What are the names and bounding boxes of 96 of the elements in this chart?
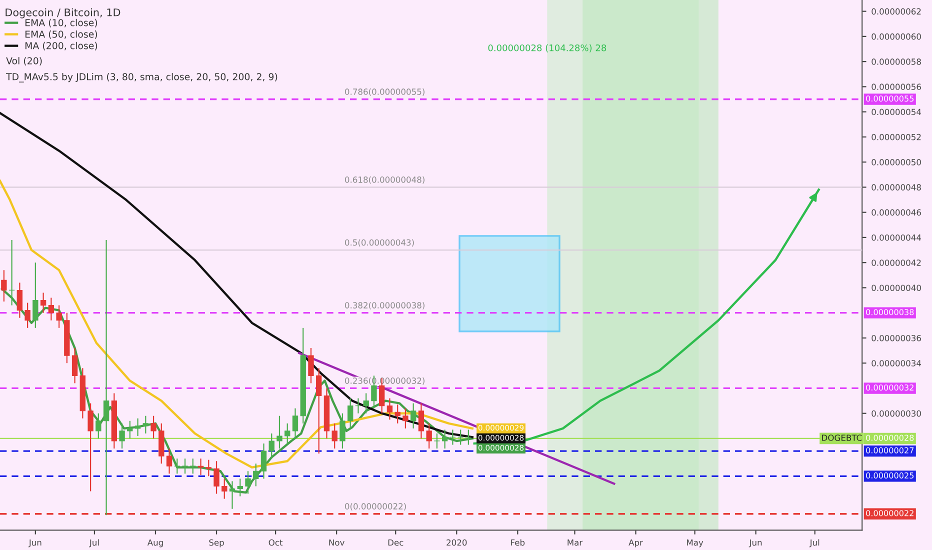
text: Dogecoin / Bitcoin, 1D — [6, 8, 120, 18]
candlestick — [206, 459, 212, 477]
candlestick — [40, 292, 46, 314]
candlestick — [237, 478, 243, 497]
candlestick — [284, 422, 290, 444]
legend-label: EMA (10, close) — [25, 18, 98, 28]
candlestick — [222, 478, 228, 500]
candlestick — [88, 402, 94, 492]
candlestick — [229, 480, 236, 510]
x-tick-label: Sep — [209, 539, 224, 548]
candlestick — [24, 302, 30, 328]
x-tick-label: Mar — [568, 539, 583, 546]
candlestick — [190, 458, 196, 474]
candlestick — [363, 392, 369, 414]
annotation: 0.618(0.00000048) — [344, 176, 424, 184]
x-tick-label: Dec — [388, 539, 404, 546]
annotation: 0.5(0.00000043) — [344, 239, 414, 247]
y-tick-label: 0.00000044 — [872, 234, 922, 241]
candlestick — [418, 402, 424, 440]
y-tick-label: 0.00000030 — [872, 410, 921, 417]
y-tick-label: 0.00000036 — [872, 334, 921, 342]
candlestick — [103, 239, 110, 516]
candlestick — [32, 262, 38, 328]
x-tick-label: Nov — [329, 539, 344, 546]
y-tick-label: 0.00000034 — [872, 360, 922, 366]
candlestick — [276, 415, 282, 450]
candlestick — [316, 368, 322, 454]
x-tick-label: 2020 — [446, 539, 467, 546]
candlestick — [96, 412, 102, 440]
candlestick — [134, 418, 141, 437]
legend-label: EMA (50, close) — [25, 30, 98, 39]
y-tick-label: 0.00000056 — [872, 84, 921, 90]
ref-line-label: 0.00000022 — [866, 510, 914, 516]
candlestick — [174, 458, 180, 474]
candlestick — [426, 422, 432, 450]
x-tick-label: Jul — [89, 539, 99, 548]
candlestick — [260, 442, 267, 480]
candlestick — [142, 415, 148, 434]
y-tick-label: 0.00000048 — [872, 184, 921, 190]
candlestick — [348, 398, 354, 429]
x-tick-label: Oct — [268, 539, 283, 546]
y-tick-label: 0.00000050 — [872, 159, 921, 166]
candlestick — [386, 398, 393, 420]
line-series — [0, 112, 474, 438]
annotation: TD_MAv5.5 by JDLim (3, 80, sma, close, 20, 50, 200, 2, 9) — [6, 72, 278, 82]
candlestick — [308, 347, 314, 384]
y-tick-label: 0.00000046 — [872, 209, 921, 216]
y-tick-label: 0.00000052 — [872, 134, 921, 140]
x-tick-label: Aug — [147, 539, 163, 548]
candlestick — [394, 404, 400, 424]
ref-line-label: 0.00000055 — [866, 96, 914, 102]
candlestick — [214, 460, 220, 494]
annotation: 0.382(0.00000038) — [344, 302, 424, 310]
ref-line-label: 0.00000038 — [866, 309, 914, 316]
y-tick-label: 0.00000042 — [872, 260, 921, 266]
candlestick — [442, 429, 448, 450]
candlestick — [292, 408, 298, 440]
x-tick-label: Jun — [28, 539, 42, 548]
candlestick — [402, 408, 408, 429]
x-tick-label: Jul — [809, 539, 820, 548]
candlestick — [72, 347, 78, 384]
x-tick-label: Jun — [748, 539, 762, 548]
candlestick — [182, 458, 188, 474]
candlestick — [245, 470, 251, 494]
annotation: 0(0.00000022) — [344, 503, 406, 510]
candlestick — [127, 420, 133, 440]
y-tick-label: 0.00000058 — [872, 58, 921, 65]
ref-line-label: 0.00000027 — [866, 447, 914, 454]
candlestick — [150, 415, 156, 440]
x-tick-label: Apr — [628, 539, 643, 548]
x-tick-label: May — [687, 539, 704, 548]
annotation: 0.786(0.00000055) — [344, 88, 424, 96]
y-tick-label: 0.00000060 — [872, 33, 921, 40]
candlestick — [166, 448, 172, 474]
band-label: 0.00000028 (104.28%) 28 — [488, 44, 606, 52]
candlestick — [253, 463, 259, 487]
ref-line-label: 0.00000032 — [866, 384, 914, 391]
candlestick — [1, 270, 7, 302]
candlestick — [56, 304, 62, 328]
candlestick — [268, 432, 274, 460]
y-tick-label: 0.00000062 — [872, 8, 921, 15]
candlestick — [119, 422, 125, 450]
legend-label: MA (200, close) — [25, 42, 98, 50]
ref-line-label: 0.00000025 — [866, 472, 914, 479]
x-tick-label: Feb — [511, 539, 525, 546]
candlestick — [332, 422, 338, 450]
annotation: DOGEBTC — [822, 434, 862, 441]
y-tick-label: 0.00000040 — [872, 284, 921, 291]
ref-line-label: 0.00000028 — [866, 434, 914, 441]
candlestick — [48, 297, 54, 321]
candlestick — [410, 402, 416, 429]
candlestick — [434, 432, 440, 450]
candlestick — [16, 282, 23, 318]
y-tick-label: 0.00000054 — [872, 108, 922, 116]
annotation: Vol (20) — [6, 57, 42, 66]
candlestick — [340, 412, 346, 450]
